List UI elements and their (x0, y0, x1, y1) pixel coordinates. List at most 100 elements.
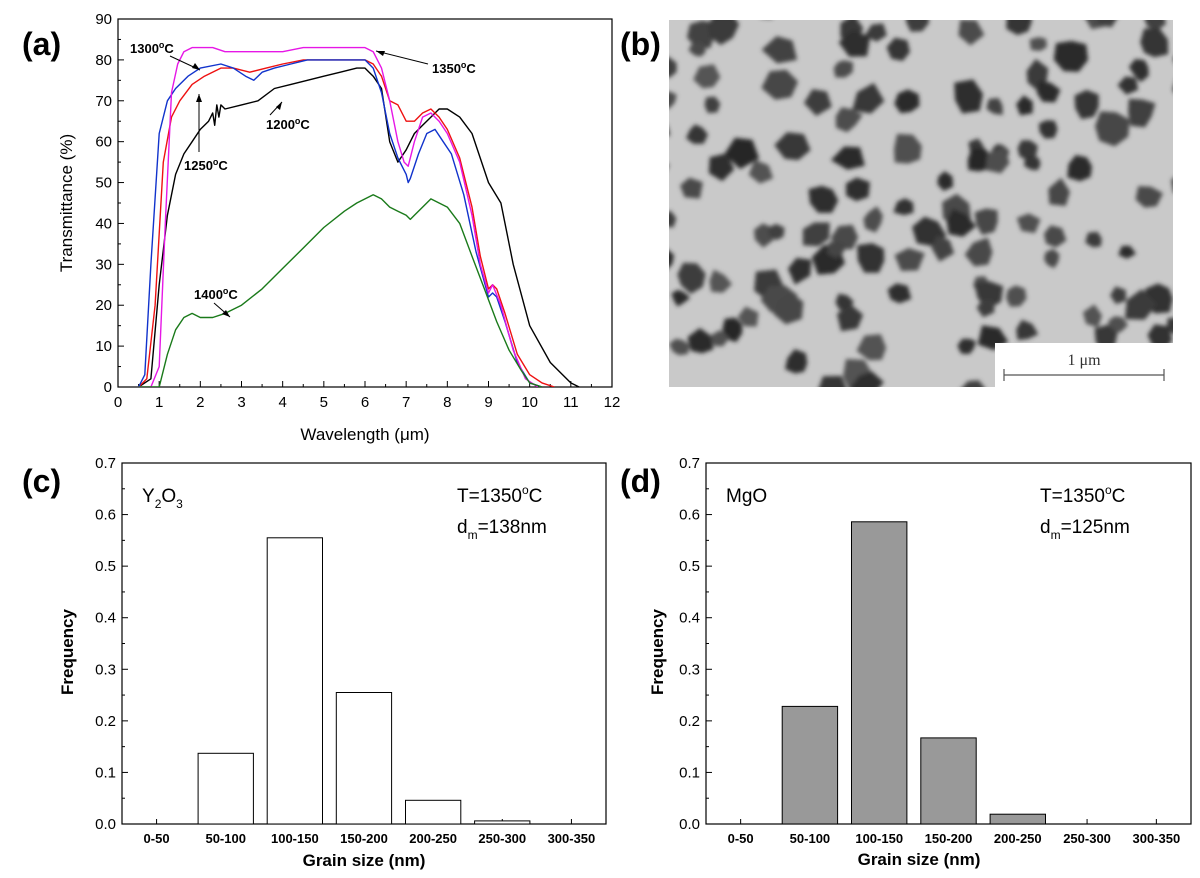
y-axis-title: Frequency (58, 608, 77, 695)
grain (1179, 197, 1200, 226)
grain (894, 133, 922, 164)
grain (931, 235, 955, 262)
grain (1128, 98, 1156, 128)
annotation-1300: 1300oC (130, 40, 201, 71)
grain (677, 262, 706, 294)
grain (857, 243, 885, 273)
grain (838, 29, 870, 57)
grain (686, 124, 708, 144)
y-tick-label: 0.6 (679, 507, 700, 524)
y-tick-label: 0.6 (95, 507, 116, 524)
grain (1144, 20, 1166, 31)
x-tick-label: 300-350 (1132, 831, 1180, 846)
grain (836, 304, 864, 332)
y-tick-label: 10 (95, 338, 112, 355)
grain (1135, 186, 1163, 208)
grain (802, 222, 830, 247)
grain (767, 223, 785, 241)
grain (1125, 289, 1158, 320)
histogram-bar (474, 820, 531, 825)
x-tick-label: 200-250 (409, 831, 457, 846)
grain (835, 107, 863, 133)
grain (680, 177, 703, 199)
grain-size-histogram-y2o3: 0.0 0.1 0.2 0.3 0.4 0.5 0.6 0.7 0-50 50-100 100-15… (58, 455, 607, 870)
grain (1082, 304, 1103, 328)
grain (693, 64, 721, 89)
annotation-label: 1300oC (130, 40, 174, 56)
temperature-label: T=1350oC (1040, 483, 1125, 507)
grain (761, 36, 798, 64)
grain (1016, 95, 1033, 116)
grain (774, 132, 811, 161)
x-tick-label: 0-50 (728, 831, 754, 846)
x-tick-label: 250-300 (478, 831, 526, 846)
grain (1096, 20, 1117, 28)
histogram-bar (266, 537, 324, 825)
scale-bar-label: 1 μm (1067, 352, 1101, 369)
grain (688, 41, 706, 57)
grain (830, 146, 865, 170)
grain (868, 400, 899, 432)
y-tick-label: 0 (104, 379, 112, 396)
grain (1016, 213, 1041, 234)
grain (669, 210, 677, 228)
grain (957, 338, 976, 354)
grain (989, 400, 1008, 420)
grain (1025, 404, 1053, 434)
grain (1048, 177, 1070, 206)
grain (704, 96, 721, 114)
grain (958, 20, 985, 46)
y-tick-label: 0.4 (679, 610, 700, 627)
histogram-bar (335, 692, 393, 825)
histogram-bars (197, 537, 531, 825)
x-tick-label: 0 (114, 394, 122, 411)
annotation-label: 1350oC (432, 60, 476, 76)
grain (1171, 178, 1173, 191)
y-tick-label: 40 (95, 215, 112, 232)
grain (905, 407, 927, 433)
grain (1140, 28, 1169, 58)
grain (827, 241, 847, 259)
grain (757, 2, 778, 19)
y-tick-label: 80 (95, 52, 112, 69)
x-tick-label: 11 (563, 394, 579, 411)
y-tick-label: 0.1 (679, 764, 700, 781)
axis-ticks: 0.0 0.1 0.2 0.3 0.4 0.5 0.6 0.7 0-50 50-100 100-15… (679, 455, 1180, 846)
grain (709, 329, 730, 347)
grain (863, 206, 883, 233)
grain (1160, 385, 1173, 387)
grain (1044, 248, 1060, 269)
y-tick-label: 0.2 (679, 713, 700, 730)
annotation-label: 1400oC (194, 286, 238, 302)
grain (1074, 89, 1099, 120)
histogram-bar (405, 799, 462, 825)
grain (707, 20, 740, 46)
grain-size-histogram-mgo: 0.0 0.1 0.2 0.3 0.4 0.5 0.6 0.7 0-50 50-100 100-15… (648, 455, 1192, 869)
histogram-bar (920, 737, 977, 825)
histogram-bar (197, 752, 254, 825)
x-tick-label: 100-150 (855, 831, 903, 846)
grain (886, 37, 910, 61)
grain (974, 208, 998, 235)
grain (976, 299, 995, 318)
grain (687, 328, 714, 354)
y-tick-label: 0.2 (95, 713, 116, 730)
grain (686, 20, 715, 49)
histogram-bar (781, 705, 839, 825)
grain (669, 91, 677, 109)
grain (761, 69, 799, 100)
mean-size-label: dm=138nm (457, 517, 547, 542)
grain (761, 411, 778, 426)
grain (722, 317, 743, 343)
grain (708, 153, 735, 182)
grain (1067, 155, 1092, 182)
y-tick-label: 0.5 (95, 558, 116, 575)
x-tick-label: 250-300 (1063, 831, 1111, 846)
grain (962, 380, 985, 387)
grain (894, 248, 925, 271)
grain (905, 20, 930, 32)
axis-ticks: 0.0 0.1 0.2 0.3 0.4 0.5 0.6 0.7 0-50 50-100 100-15… (95, 455, 595, 846)
grain (748, 159, 774, 184)
